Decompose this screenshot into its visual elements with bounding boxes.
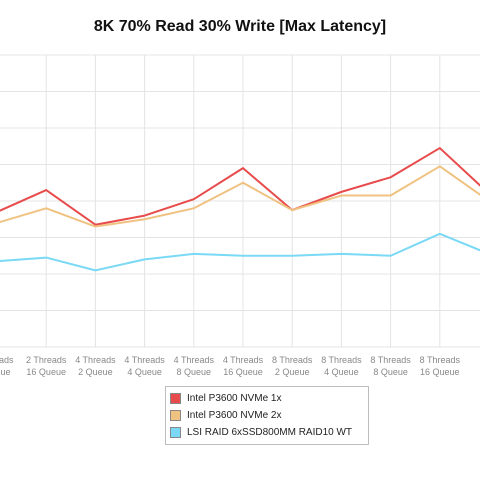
legend-item-lsi-raid[interactable]: LSI RAID 6xSSD800MM RAID10 WT (170, 424, 364, 441)
x-tick-labels: Threads Queue 2 Threads 16 Queue 4 Threads 2 … (0, 355, 461, 377)
x-tick-label: 8 Threads (370, 355, 411, 365)
legend-label-nvme-1x: Intel P3600 NVMe 1x (187, 393, 282, 404)
x-tick-label: 8 Threads (272, 355, 313, 365)
x-tick-label: 4 Queue (127, 367, 162, 377)
series-line-0 (0, 147, 480, 226)
x-tick-label: 2 Queue (78, 367, 113, 377)
legend-swatch-nvme-1x (170, 393, 181, 404)
x-tick-label: Threads (0, 355, 14, 365)
x-tick-label: 4 Threads (124, 355, 165, 365)
legend-swatch-nvme-2x (170, 410, 181, 421)
x-tick-label: 4 Threads (75, 355, 116, 365)
x-tick-label: 16 Queue (223, 367, 263, 377)
x-tick-label: 8 Threads (321, 355, 362, 365)
x-tick-label: 8 Queue (177, 367, 212, 377)
legend-label-nvme-2x: Intel P3600 NVMe 2x (187, 410, 282, 421)
legend: Intel P3600 NVMe 1x Intel P3600 NVMe 2x … (165, 386, 369, 445)
x-tick-label: 16 Queue (420, 367, 460, 377)
x-tick-label: Queue (0, 367, 11, 377)
legend-swatch-lsi-raid (170, 427, 181, 438)
x-tick-label: 8 Threads (420, 355, 461, 365)
x-tick-label: 4 Queue (324, 367, 359, 377)
x-tick-label: 2 Queue (275, 367, 310, 377)
series-line-2 (0, 232, 480, 272)
x-tick-label: 16 Queue (26, 367, 66, 377)
gridlines (0, 54, 480, 348)
series-line-1 (0, 165, 480, 228)
x-tick-label: 4 Threads (223, 355, 264, 365)
x-tick-label: 8 Queue (373, 367, 408, 377)
legend-item-nvme-2x[interactable]: Intel P3600 NVMe 2x (170, 407, 364, 424)
x-tick-label: 2 Threads (26, 355, 67, 365)
chart-title: 8K 70% Read 30% Write [Max Latency] (93, 18, 387, 35)
series-lines (0, 147, 480, 272)
legend-item-nvme-1x[interactable]: Intel P3600 NVMe 1x (170, 390, 364, 407)
x-tick-label: 4 Threads (174, 355, 215, 365)
legend-label-lsi-raid: LSI RAID 6xSSD800MM RAID10 WT (187, 427, 353, 438)
